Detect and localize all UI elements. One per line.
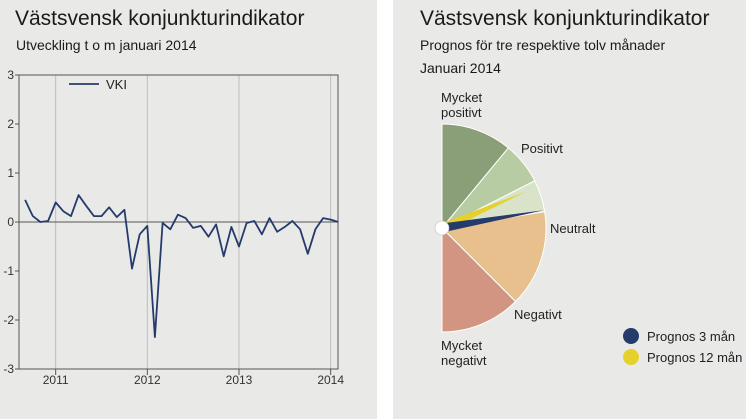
- x-tick-label: 2013: [226, 373, 253, 387]
- pie-slice: [441, 226, 517, 333]
- legend-marker: [623, 328, 639, 344]
- slice-label: Positivt: [521, 141, 563, 156]
- y-tick-label: 1: [7, 166, 14, 180]
- x-tick-label: 2012: [134, 373, 161, 387]
- line-chart-title: Västsvensk konjunkturindikator: [15, 7, 305, 30]
- legend-label: VKI: [106, 77, 127, 92]
- y-tick-label: -2: [3, 313, 14, 327]
- line-chart-subtitle: Utveckling t o m januari 2014: [16, 37, 197, 53]
- y-tick-label: 2: [7, 117, 14, 131]
- y-tick-label: 0: [7, 215, 14, 229]
- legend-marker: [623, 349, 639, 365]
- pie-chart-caption: Januari 2014: [420, 60, 501, 76]
- x-tick-label: 2011: [43, 373, 69, 387]
- legend-label: Prognos 3 mån: [647, 329, 735, 344]
- y-tick-label: 3: [7, 68, 14, 82]
- slice-label: Neutralt: [550, 221, 596, 236]
- y-tick-label: -1: [3, 264, 14, 278]
- slice-label: Negativt: [514, 307, 562, 322]
- forecast-needle: [441, 210, 544, 233]
- slice-label: Mycket negativt: [441, 338, 487, 368]
- needle-hub: [434, 220, 450, 236]
- pie-slice: [440, 211, 547, 303]
- x-tick-label: 2014: [317, 373, 344, 387]
- pie-chart-subtitle: Prognos för tre respektive tolv månader: [420, 37, 666, 53]
- slice-label: Mycket positivt: [441, 90, 483, 120]
- legend-label: Prognos 12 mån: [647, 350, 742, 365]
- pie-chart-title: Västsvensk konjunkturindikator: [420, 7, 710, 30]
- pie-slice: [441, 123, 510, 230]
- series-line-vki: [24, 194, 339, 339]
- y-tick-label: -3: [3, 362, 14, 376]
